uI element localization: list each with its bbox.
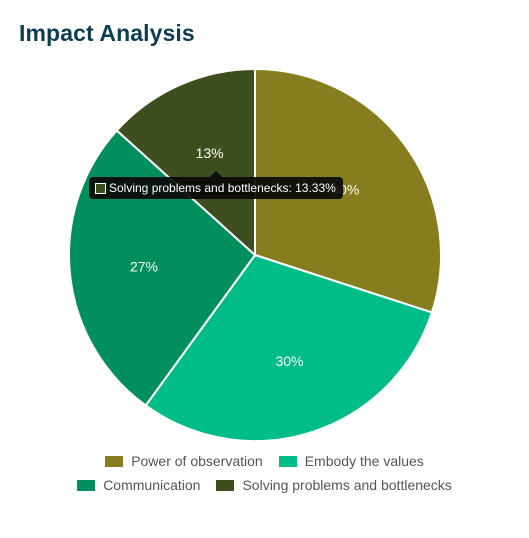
- slice-data-label: 13%: [196, 145, 224, 161]
- legend-label: Power of observation: [131, 453, 263, 469]
- legend-swatch: [105, 455, 124, 467]
- legend-swatch: [77, 479, 96, 491]
- pie-slice-solving-problems-and-bottlenecks[interactable]: [115, 67, 256, 258]
- pie-slice-power-of-observation[interactable]: [254, 67, 442, 314]
- legend-row: Communication Solving problems and bottl…: [0, 473, 529, 497]
- legend-item-solving-problems-and-bottlenecks[interactable]: Solving problems and bottlenecks: [216, 477, 452, 493]
- legend-item-embody-the-values[interactable]: Embody the values: [278, 453, 424, 469]
- pie-slice-communication[interactable]: [68, 129, 257, 407]
- legend-label: Solving problems and bottlenecks: [242, 477, 452, 493]
- legend-row: Power of observation Embody the values: [0, 449, 529, 473]
- legend-item-power-of-observation[interactable]: Power of observation: [105, 453, 263, 469]
- chart-tooltip: Solving problems and bottlenecks: 13.33%: [89, 171, 343, 199]
- slice-data-label: 27%: [130, 259, 158, 275]
- legend-label: Communication: [103, 477, 201, 493]
- pie-slice-embody-the-values[interactable]: [144, 253, 434, 442]
- legend-label: Embody the values: [304, 453, 424, 469]
- chart-legend: Power of observation Embody the values C…: [0, 449, 529, 497]
- legend-swatch: [278, 455, 297, 467]
- chart-title: Impact Analysis: [19, 20, 195, 46]
- tooltip-color-swatch: [95, 182, 106, 194]
- slice-data-label: 30%: [275, 353, 303, 369]
- legend-item-communication[interactable]: Communication: [77, 477, 200, 493]
- tooltip-text: Solving problems and bottlenecks: 13.33%: [109, 181, 336, 195]
- tooltip-caret: [210, 171, 222, 177]
- legend-swatch: [216, 479, 235, 491]
- pie-chart: 30%30%27%13%: [68, 67, 442, 442]
